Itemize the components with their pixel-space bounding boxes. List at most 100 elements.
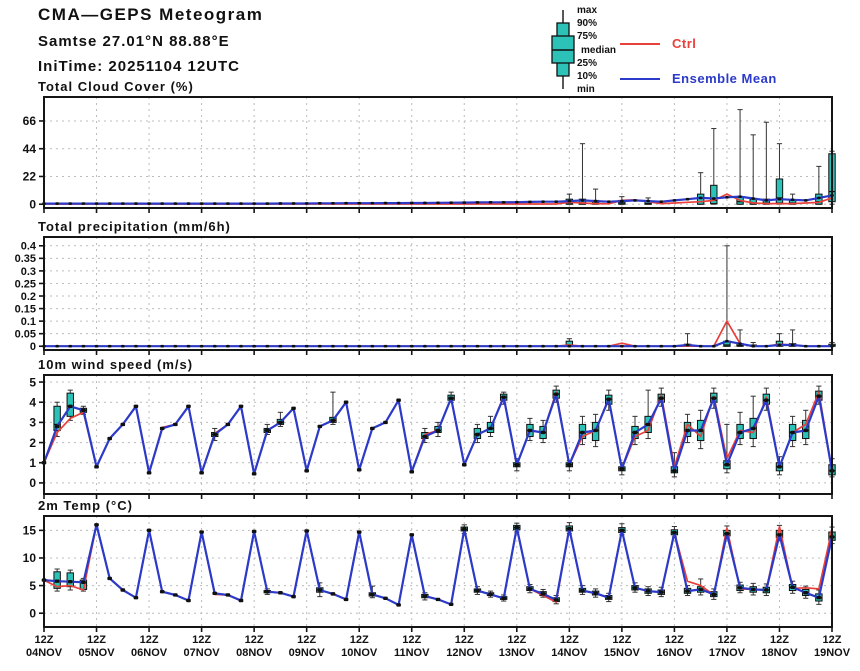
svg-text:0: 0 [29, 197, 36, 211]
plot-frame [43, 96, 833, 209]
svg-text:18NOV: 18NOV [761, 647, 798, 659]
svg-text:12Z: 12Z [665, 634, 684, 646]
svg-text:12Z: 12Z [770, 634, 789, 646]
svg-text:0.35: 0.35 [15, 253, 36, 265]
panel-title: Total Cloud Cover (%) [38, 79, 194, 94]
svg-text:12NOV: 12NOV [446, 647, 483, 659]
svg-text:09NOV: 09NOV [289, 647, 326, 659]
svg-text:12Z: 12Z [245, 634, 264, 646]
svg-text:08NOV: 08NOV [236, 647, 273, 659]
panel-total-cloud-cover: 0 22 44 66 Total Cloud Cover (%) [23, 79, 836, 213]
legend-box-label: 10% [577, 71, 597, 82]
svg-text:04NOV: 04NOV [26, 647, 63, 659]
x-tick-marks [43, 208, 833, 213]
y-axis-labels: 00.050.10.150.20.250.30.350.4 [15, 241, 44, 353]
boxplot-group [565, 109, 836, 205]
svg-text:12Z: 12Z [717, 634, 736, 646]
svg-text:13NOV: 13NOV [499, 647, 536, 659]
svg-text:19NOV: 19NOV [814, 647, 851, 659]
svg-text:14NOV: 14NOV [551, 647, 588, 659]
legend-box-label: max [577, 5, 597, 16]
legend-box-label: 75% [577, 31, 597, 42]
legend-box-label: min [577, 84, 595, 95]
legend-box-label: 90% [577, 18, 597, 29]
svg-text:2: 2 [29, 436, 36, 450]
svg-text:12Z: 12Z [612, 634, 631, 646]
svg-text:5: 5 [29, 375, 36, 389]
svg-text:12Z: 12Z [87, 634, 106, 646]
svg-text:10NOV: 10NOV [341, 647, 378, 659]
svg-text:06NOV: 06NOV [131, 647, 168, 659]
point-markers [42, 339, 834, 348]
plot-frame [43, 515, 833, 628]
plot-frame [43, 236, 833, 351]
svg-text:22: 22 [23, 170, 37, 184]
boxplot-group [53, 522, 836, 605]
ensemble-mean-line-sample [620, 77, 660, 80]
svg-text:0.3: 0.3 [21, 266, 36, 278]
ensemble-mean-label: Ensemble Mean [672, 71, 777, 86]
svg-text:0.2: 0.2 [21, 291, 36, 303]
svg-text:0: 0 [29, 476, 36, 490]
header: CMA—GEPS Meteogram Samtse 27.01°N 88.88°… [38, 6, 263, 74]
plot-frame [43, 374, 833, 495]
svg-text:11NOV: 11NOV [394, 647, 430, 659]
point-markers [41, 392, 835, 476]
legend-entry-ctrl: Ctrl [620, 36, 696, 51]
panel-title: 10m wind speed (m/s) [38, 357, 193, 372]
svg-text:15NOV: 15NOV [604, 647, 641, 659]
point-markers [42, 194, 834, 205]
x-tick-marks [43, 494, 833, 499]
svg-text:12Z: 12Z [507, 634, 526, 646]
svg-text:5: 5 [29, 579, 36, 593]
svg-text:0.05: 0.05 [15, 329, 36, 341]
svg-text:05NOV: 05NOV [78, 647, 115, 659]
svg-text:4: 4 [29, 395, 36, 409]
y-axis-labels: 0 1 2 3 4 5 [29, 375, 44, 490]
svg-text:12Z: 12Z [297, 634, 316, 646]
point-markers [41, 523, 835, 607]
x-axis-labels: 12Z04NOV12Z05NOV12Z06NOV12Z07NOV12Z08NOV… [26, 634, 851, 659]
legend-entry-ensemble-mean: Ensemble Mean [620, 71, 777, 86]
y-axis-labels: 0 22 44 66 [23, 114, 44, 211]
svg-text:0: 0 [30, 341, 36, 353]
legend-box-label: median [581, 45, 616, 56]
boxplot-legend-glyph: max 90% 75% median 25% 10% min [551, 5, 616, 95]
svg-text:3: 3 [29, 416, 36, 430]
svg-text:12Z: 12Z [823, 634, 842, 646]
grid [44, 97, 832, 208]
svg-text:10: 10 [23, 551, 37, 565]
svg-text:12Z: 12Z [350, 634, 369, 646]
page-title: CMA—GEPS Meteogram [38, 5, 264, 24]
ctrl-line [43, 320, 833, 348]
svg-text:66: 66 [23, 114, 37, 128]
svg-text:12Z: 12Z [140, 634, 159, 646]
svg-text:12Z: 12Z [35, 634, 54, 646]
initime-line: IniTime: 20251104 12UTC [38, 58, 240, 75]
svg-text:0.1: 0.1 [21, 316, 36, 328]
svg-text:12Z: 12Z [192, 634, 211, 646]
ctrl-line-sample [620, 42, 660, 45]
location-line: Samtse 27.01°N 88.88°E [38, 33, 230, 50]
x-tick-marks [43, 627, 833, 632]
boxplot-group [53, 385, 836, 478]
svg-text:12Z: 12Z [402, 634, 421, 646]
x-tick-marks [43, 350, 833, 355]
grid [44, 516, 832, 627]
svg-text:1: 1 [29, 456, 36, 470]
svg-text:0: 0 [29, 606, 36, 620]
svg-text:16NOV: 16NOV [656, 647, 693, 659]
svg-text:15: 15 [23, 524, 37, 538]
svg-text:17NOV: 17NOV [709, 647, 746, 659]
legend-box-label: 25% [577, 58, 597, 69]
y-axis-labels: 0 5 10 15 [23, 524, 44, 620]
svg-text:0.4: 0.4 [21, 241, 37, 253]
svg-text:12Z: 12Z [455, 634, 474, 646]
svg-text:0.25: 0.25 [15, 278, 36, 290]
svg-text:12Z: 12Z [560, 634, 579, 646]
